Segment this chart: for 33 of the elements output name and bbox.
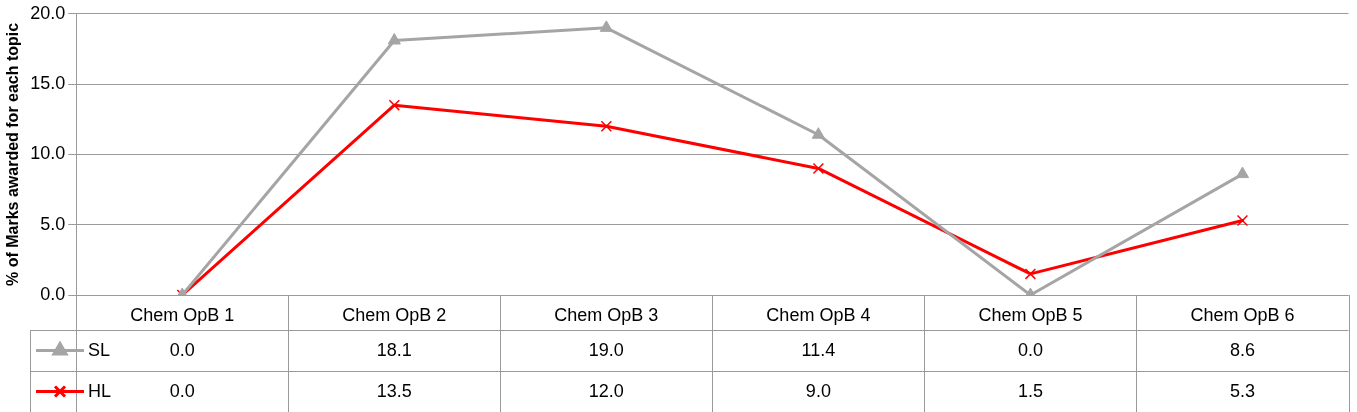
y-axis-title: % of Marks awarded for each topic xyxy=(4,22,22,286)
data-label: 8.6 xyxy=(1229,340,1255,361)
data-label: 18.1 xyxy=(376,340,412,361)
y-tick-label: 10.0 xyxy=(30,143,66,164)
point xyxy=(387,33,401,45)
data-label: 13.5 xyxy=(376,381,412,402)
data-label: 0.0 xyxy=(169,340,195,361)
legend-label: SL xyxy=(88,340,111,361)
x-tick-label: Chem OpB 5 xyxy=(978,304,1083,325)
x-tick-label: Chem OpB 2 xyxy=(342,304,447,325)
data-label: 11.4 xyxy=(801,340,836,361)
legend-label: HL xyxy=(88,381,112,402)
point xyxy=(599,20,613,32)
data-label: 12.0 xyxy=(588,381,624,402)
point xyxy=(811,127,825,139)
data-label: 1.5 xyxy=(1017,381,1043,402)
y-tick-label: 5.0 xyxy=(40,213,66,234)
data-label: 0.0 xyxy=(169,381,195,402)
point xyxy=(1235,166,1250,179)
point xyxy=(600,120,613,132)
data-label: 0.0 xyxy=(1017,340,1043,361)
data-label: 9.0 xyxy=(805,381,831,402)
data-label: 5.3 xyxy=(1229,381,1255,402)
x-tick-label: Chem OpB 6 xyxy=(1190,304,1295,325)
y-tick-label: 0.0 xyxy=(40,283,66,304)
x-tick-label: Chem OpB 1 xyxy=(130,304,235,325)
point xyxy=(812,162,825,175)
x-tick-label: Chem OpB 3 xyxy=(554,304,659,325)
y-tick-label: 20.0 xyxy=(30,2,66,23)
y-tick-label: 15.0 xyxy=(30,73,66,94)
data-label: 19.0 xyxy=(588,340,624,361)
point xyxy=(388,99,400,111)
x-tick-label: Chem OpB 4 xyxy=(766,304,871,325)
